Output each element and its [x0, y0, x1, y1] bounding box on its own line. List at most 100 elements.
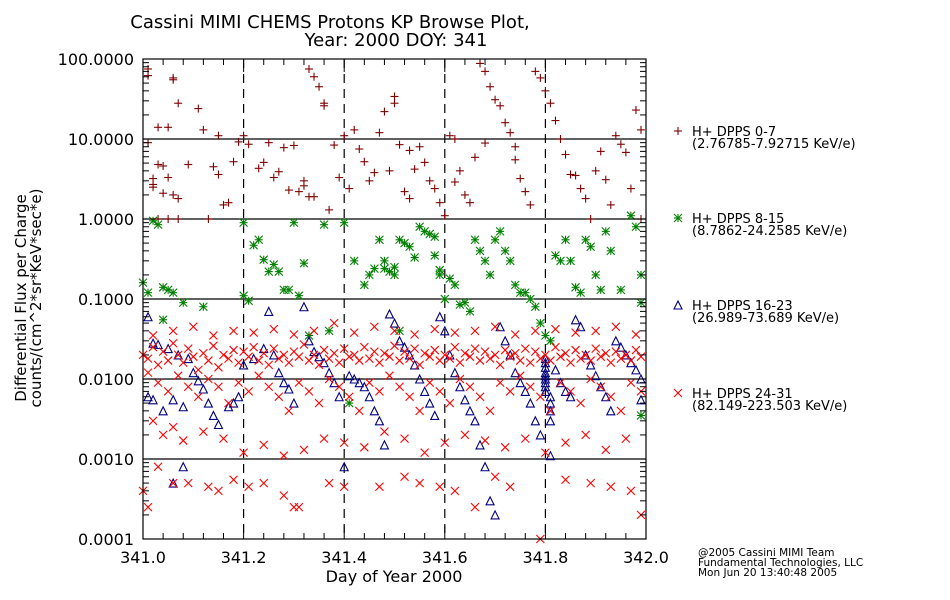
data-point-cross	[500, 442, 510, 452]
data-point-asterisk	[259, 255, 269, 265]
data-point-cross	[515, 356, 525, 365]
data-point-asterisk	[475, 246, 485, 256]
data-point-cross	[214, 362, 223, 372]
data-point-plus	[536, 73, 545, 82]
data-point-cross	[369, 347, 379, 356]
data-point-cross	[541, 448, 550, 458]
chart-subtitle: Year: 2000 DOY: 341	[304, 30, 488, 51]
data-point-triangle	[490, 509, 500, 520]
data-point-cross	[264, 360, 274, 370]
data-point-asterisk	[490, 235, 500, 245]
data-point-triangle	[465, 405, 475, 416]
data-point-asterisk	[153, 220, 163, 230]
data-point-cross	[209, 331, 218, 340]
data-point-cross	[198, 427, 208, 436]
data-point-cross	[168, 478, 178, 488]
data-point-plus	[556, 135, 565, 143]
y-tick-label: 100.0000	[58, 50, 134, 69]
data-point-cross	[530, 347, 540, 356]
data-points	[138, 59, 646, 544]
data-point-cross	[239, 448, 248, 458]
data-point-plus	[199, 125, 208, 134]
data-point-cross	[204, 482, 213, 492]
data-point-plus	[304, 64, 313, 73]
data-point-plus	[294, 187, 303, 196]
data-point-cross	[500, 345, 510, 355]
data-point-cross	[465, 352, 475, 362]
data-point-cross	[390, 341, 399, 351]
data-point-asterisk	[395, 235, 404, 245]
data-point-plus	[430, 184, 439, 193]
data-point-triangle	[349, 373, 360, 384]
data-point-plus	[325, 205, 334, 214]
data-point-plus	[606, 200, 615, 209]
legend-range: (2.76785-7.92715 KeV/e)	[692, 137, 856, 152]
data-point-cross	[279, 491, 289, 500]
axes: 341.0 341.2 341.4 341.6 341.8 342.0 100.0000 10…	[58, 50, 669, 567]
data-point-cross	[490, 322, 500, 332]
data-point-cross	[556, 352, 565, 362]
data-point-triangle	[500, 335, 511, 346]
data-point-cross	[148, 342, 158, 352]
data-point-triangle	[605, 405, 616, 416]
data-point-cross	[566, 387, 575, 396]
data-point-cross	[586, 356, 596, 365]
legend-marker-cross	[673, 388, 683, 398]
data-point-triangle	[510, 367, 521, 378]
data-point-cross	[269, 344, 279, 353]
data-point-asterisk	[339, 218, 349, 228]
data-point-plus	[611, 131, 620, 140]
data-point-cross	[193, 365, 203, 375]
data-point-triangle	[595, 381, 606, 392]
data-point-plus	[450, 178, 459, 187]
data-point-triangle	[178, 461, 189, 472]
data-point-cross	[204, 356, 213, 365]
data-point-triangle	[213, 419, 224, 430]
data-point-triangle	[565, 391, 576, 402]
data-point-cross	[314, 360, 324, 370]
data-point-cross	[354, 406, 364, 416]
data-point-cross	[435, 387, 445, 396]
data-point-cross	[188, 352, 198, 362]
data-point-triangle	[520, 386, 531, 396]
data-point-triangle	[248, 353, 259, 364]
data-point-cross	[450, 486, 460, 496]
legend-item: H+ DPPS 0-7(2.76785-7.92715 KeV/e)	[674, 125, 856, 152]
data-point-asterisk	[556, 256, 565, 266]
data-point-plus	[289, 141, 298, 150]
data-point-cross	[495, 360, 505, 370]
data-point-asterisk	[178, 298, 188, 308]
data-point-cross	[153, 378, 163, 388]
data-point-cross	[198, 348, 208, 358]
data-point-cross	[304, 387, 314, 396]
data-point-cross	[400, 347, 409, 356]
data-point-cross	[385, 371, 394, 381]
data-point-cross	[173, 350, 183, 360]
data-point-triangle	[289, 397, 299, 408]
data-point-cross	[611, 347, 621, 356]
y-tick-label: 0.1000	[78, 290, 134, 309]
data-point-triangle	[339, 461, 350, 472]
data-point-triangle	[369, 405, 380, 416]
data-point-asterisk	[405, 242, 414, 252]
data-point-asterisk	[410, 253, 420, 262]
data-point-asterisk	[450, 280, 460, 290]
data-point-cross	[450, 328, 460, 338]
data-point-cross	[395, 356, 404, 365]
data-point-cross	[364, 354, 374, 363]
data-point-asterisk	[616, 285, 626, 295]
data-point-asterisk	[460, 298, 470, 308]
data-point-cross	[354, 356, 364, 365]
x-tick-label: 341.6	[422, 548, 468, 567]
data-point-asterisk	[249, 240, 259, 250]
legend-range: (8.7862-24.2585 KeV/e)	[692, 224, 847, 239]
data-point-cross	[410, 330, 420, 339]
data-point-asterisk	[626, 211, 636, 221]
data-point-triangle	[540, 386, 551, 396]
data-point-cross	[229, 475, 238, 485]
data-point-plus	[601, 175, 610, 184]
data-point-triangle	[610, 335, 621, 346]
data-point-cross	[259, 348, 269, 358]
data-point-cross	[224, 398, 233, 408]
data-point-asterisk	[505, 256, 515, 266]
